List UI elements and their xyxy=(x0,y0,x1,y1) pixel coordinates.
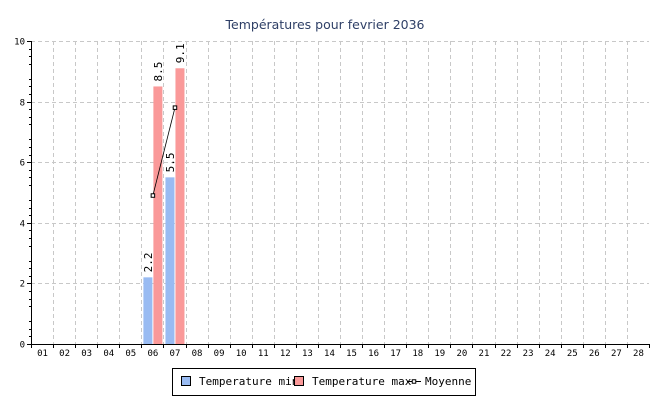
average-point xyxy=(150,193,156,198)
x-tick-label: 09 xyxy=(214,349,225,359)
legend-label: Temperature min xyxy=(199,375,298,388)
bar-temperature-min xyxy=(143,277,153,344)
average-line-group xyxy=(150,105,178,198)
x-tick-label: 12 xyxy=(280,349,291,359)
x-tick-label: 02 xyxy=(59,349,70,359)
x-tick-label: 28 xyxy=(633,349,644,359)
x-tick-label: 26 xyxy=(589,349,600,359)
average-point xyxy=(172,105,178,110)
legend-label: Moyenne xyxy=(425,375,471,388)
bar-temperature-min xyxy=(165,177,175,344)
x-tick-label: 27 xyxy=(611,349,622,359)
x-tick-label: 20 xyxy=(456,349,467,359)
x-tick-label: 15 xyxy=(346,349,357,359)
x-tick-label: 07 xyxy=(170,349,181,359)
y-tick-label: 6 xyxy=(20,159,25,169)
legend: Temperature min Temperature max Moyenne xyxy=(172,368,476,396)
x-tick-label: 04 xyxy=(103,349,114,359)
x-tick-label: 17 xyxy=(390,349,401,359)
data-label: 8.5 xyxy=(152,62,165,82)
x-tick-label: 13 xyxy=(302,349,313,359)
bar-temperature-max xyxy=(153,86,163,344)
bars-group xyxy=(143,68,185,345)
x-tick-label: 23 xyxy=(523,349,534,359)
legend-label: Temperature max xyxy=(312,375,412,388)
data-label: 5.5 xyxy=(164,152,177,172)
x-tick-label: 21 xyxy=(479,349,490,359)
y-tick-label: 2 xyxy=(20,280,25,290)
x-tick-label: 14 xyxy=(324,349,335,359)
data-label: 2.2 xyxy=(142,252,155,272)
x-tick-label: 01 xyxy=(37,349,48,359)
y-tick-label: 8 xyxy=(20,99,25,109)
x-tick-label: 18 xyxy=(412,349,423,359)
legend-swatch xyxy=(294,376,304,386)
legend-marker xyxy=(411,379,417,384)
x-tick-label: 25 xyxy=(567,349,578,359)
legend-swatch xyxy=(181,376,191,386)
y-tick-label: 10 xyxy=(14,38,25,48)
data-label: 9.1 xyxy=(174,43,187,63)
x-tick-label: 11 xyxy=(258,349,269,359)
x-tick-label: 06 xyxy=(147,349,158,359)
legend-box xyxy=(172,368,476,396)
x-tick-label: 24 xyxy=(545,349,556,359)
x-tick-label: 05 xyxy=(125,349,136,359)
x-tick-label: 19 xyxy=(434,349,445,359)
bar-temperature-max xyxy=(175,68,185,345)
grid-lines xyxy=(31,41,649,344)
x-tick-label: 08 xyxy=(192,349,203,359)
y-tick-label: 4 xyxy=(20,220,25,230)
data-labels-group: 2.2 5.5 8.5 9.1 xyxy=(142,43,187,272)
x-tick-label: 16 xyxy=(368,349,379,359)
x-tick-label: 10 xyxy=(236,349,247,359)
average-line xyxy=(152,107,176,196)
x-tick-label: 03 xyxy=(81,349,92,359)
y-tick-label: 0 xyxy=(20,341,25,351)
x-tick-label: 22 xyxy=(501,349,512,359)
chart-title: Températures pour fevrier 2036 xyxy=(225,17,425,32)
